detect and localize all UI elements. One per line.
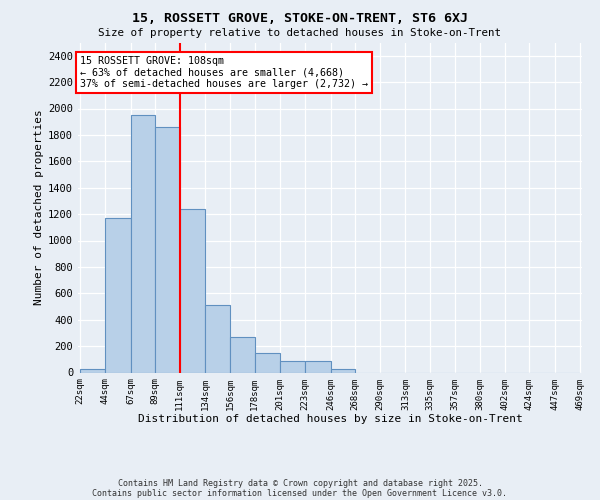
Y-axis label: Number of detached properties: Number of detached properties — [34, 110, 44, 306]
Bar — [80, 368, 105, 372]
Bar — [105, 218, 131, 372]
Bar — [131, 115, 155, 372]
Bar — [280, 360, 305, 372]
Bar — [305, 360, 331, 372]
Text: 15 ROSSETT GROVE: 108sqm
← 63% of detached houses are smaller (4,668)
37% of sem: 15 ROSSETT GROVE: 108sqm ← 63% of detach… — [80, 56, 368, 89]
Bar — [179, 209, 205, 372]
Text: Contains public sector information licensed under the Open Government Licence v3: Contains public sector information licen… — [92, 488, 508, 498]
Text: Size of property relative to detached houses in Stoke-on-Trent: Size of property relative to detached ho… — [98, 28, 502, 38]
X-axis label: Distribution of detached houses by size in Stoke-on-Trent: Distribution of detached houses by size … — [137, 414, 523, 424]
Bar — [155, 127, 179, 372]
Bar — [230, 337, 254, 372]
Bar — [331, 368, 355, 372]
Text: 15, ROSSETT GROVE, STOKE-ON-TRENT, ST6 6XJ: 15, ROSSETT GROVE, STOKE-ON-TRENT, ST6 6… — [132, 12, 468, 26]
Bar — [254, 352, 280, 372]
Text: Contains HM Land Registry data © Crown copyright and database right 2025.: Contains HM Land Registry data © Crown c… — [118, 478, 482, 488]
Bar — [205, 305, 230, 372]
